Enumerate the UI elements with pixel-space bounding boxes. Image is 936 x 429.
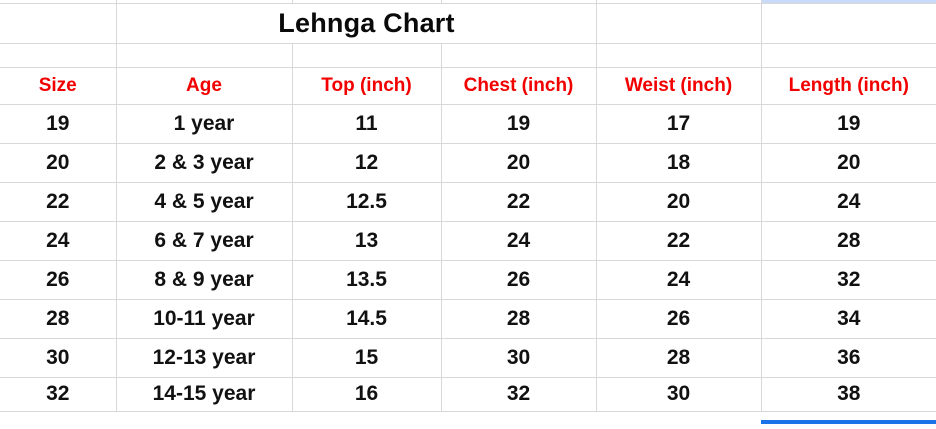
col-header-chest[interactable]: Chest (inch): [441, 67, 597, 105]
cell[interactable]: 4 & 5 year: [116, 182, 293, 222]
cell[interactable]: 28: [596, 338, 762, 378]
cell[interactable]: 19: [0, 104, 117, 144]
cell[interactable]: [0, 3, 117, 44]
clipped-top-row: [0, 0, 936, 4]
cell[interactable]: 19: [761, 104, 936, 144]
cell[interactable]: 20: [0, 143, 117, 183]
table-row: 20 2 & 3 year 12 20 18 20: [0, 143, 936, 183]
cell[interactable]: 10-11 year: [116, 299, 293, 339]
cell[interactable]: 20: [596, 182, 762, 222]
cell[interactable]: [596, 0, 762, 4]
selection-bottom-border: [761, 420, 936, 424]
header-row: Size Age Top (inch) Chest (inch) Weist (…: [0, 67, 936, 105]
title-row: Lehnga Chart: [0, 3, 936, 44]
table-row: 28 10-11 year 14.5 28 26 34: [0, 299, 936, 339]
cell[interactable]: 6 & 7 year: [116, 221, 293, 261]
sheet-title[interactable]: Lehnga Chart: [116, 3, 597, 44]
cell[interactable]: 17: [596, 104, 762, 144]
cell[interactable]: 34: [761, 299, 936, 339]
cell[interactable]: 24: [761, 182, 936, 222]
cell[interactable]: 22: [0, 182, 117, 222]
cell[interactable]: 28: [761, 221, 936, 261]
cell[interactable]: 19: [441, 104, 597, 144]
cell[interactable]: 1 year: [116, 104, 293, 144]
cell[interactable]: 20: [761, 143, 936, 183]
cell[interactable]: 24: [596, 260, 762, 300]
cell[interactable]: 32: [0, 377, 117, 412]
cell[interactable]: [292, 43, 442, 68]
table-row: 19 1 year 11 19 17 19: [0, 104, 936, 144]
col-header-size[interactable]: Size: [0, 67, 117, 105]
cell[interactable]: 28: [441, 299, 597, 339]
cell[interactable]: 28: [0, 299, 117, 339]
cell[interactable]: 30: [441, 338, 597, 378]
cell[interactable]: [0, 0, 117, 4]
table-row: 24 6 & 7 year 13 24 22 28: [0, 221, 936, 261]
cell[interactable]: 32: [441, 377, 597, 412]
cell[interactable]: 11: [292, 104, 442, 144]
cell[interactable]: [292, 0, 442, 4]
cell[interactable]: [116, 43, 293, 68]
highlighted-cell-strip[interactable]: [761, 0, 936, 4]
cell[interactable]: 12: [292, 143, 442, 183]
table-row: 32 14-15 year 16 32 30 38: [0, 377, 936, 412]
table-row: 30 12-13 year 15 30 28 36: [0, 338, 936, 378]
cell[interactable]: [441, 43, 597, 68]
cell[interactable]: [761, 3, 936, 44]
table-row: 22 4 & 5 year 12.5 22 20 24: [0, 182, 936, 222]
cell[interactable]: 30: [596, 377, 762, 412]
col-header-length[interactable]: Length (inch): [761, 67, 936, 105]
col-header-age[interactable]: Age: [116, 67, 293, 105]
cell[interactable]: 22: [441, 182, 597, 222]
cell[interactable]: 36: [761, 338, 936, 378]
cell[interactable]: 8 & 9 year: [116, 260, 293, 300]
cell[interactable]: 14-15 year: [116, 377, 293, 412]
cell[interactable]: 18: [596, 143, 762, 183]
cell[interactable]: 26: [596, 299, 762, 339]
cell[interactable]: 12-13 year: [116, 338, 293, 378]
col-header-weist[interactable]: Weist (inch): [596, 67, 762, 105]
cell[interactable]: 15: [292, 338, 442, 378]
cell[interactable]: 32: [761, 260, 936, 300]
cell[interactable]: 24: [441, 221, 597, 261]
cell[interactable]: 16: [292, 377, 442, 412]
cell[interactable]: [116, 0, 293, 4]
cell[interactable]: 13: [292, 221, 442, 261]
cell[interactable]: 14.5: [292, 299, 442, 339]
cell[interactable]: 26: [441, 260, 597, 300]
cell[interactable]: 26: [0, 260, 117, 300]
size-chart-table: Lehnga Chart Size Age Top (inch) Chest (…: [0, 0, 936, 412]
cell[interactable]: 12.5: [292, 182, 442, 222]
table-row: 26 8 & 9 year 13.5 26 24 32: [0, 260, 936, 300]
cell[interactable]: [0, 43, 117, 68]
cell[interactable]: 24: [0, 221, 117, 261]
cell[interactable]: [441, 0, 597, 4]
cell[interactable]: 38: [761, 377, 936, 412]
cell[interactable]: [761, 43, 936, 68]
col-header-top[interactable]: Top (inch): [292, 67, 442, 105]
empty-row: [0, 43, 936, 68]
cell[interactable]: 2 & 3 year: [116, 143, 293, 183]
cell[interactable]: 13.5: [292, 260, 442, 300]
cell[interactable]: [596, 3, 762, 44]
cell[interactable]: [596, 43, 762, 68]
cell[interactable]: 20: [441, 143, 597, 183]
cell[interactable]: 30: [0, 338, 117, 378]
cell[interactable]: 22: [596, 221, 762, 261]
